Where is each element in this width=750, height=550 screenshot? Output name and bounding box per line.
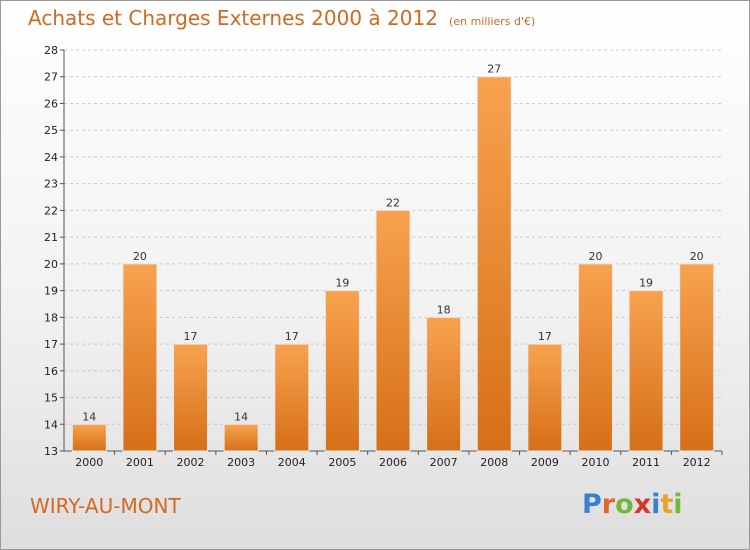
bar bbox=[324, 290, 360, 452]
x-tick-label: 2012 bbox=[683, 456, 711, 469]
data-label: 17 bbox=[184, 330, 198, 343]
data-label: 22 bbox=[386, 196, 400, 209]
bar bbox=[375, 209, 411, 452]
bar bbox=[577, 263, 613, 452]
y-tick-label: 13 bbox=[44, 445, 58, 458]
bar bbox=[426, 316, 462, 452]
logo-letter: o bbox=[615, 489, 634, 520]
data-label: 14 bbox=[82, 410, 96, 423]
x-tick-label: 2006 bbox=[379, 456, 407, 469]
chart-title: Achats et Charges Externes 2000 à 2012 (… bbox=[28, 6, 535, 30]
y-tick-label: 15 bbox=[44, 392, 58, 405]
logo-letter: i bbox=[673, 489, 683, 520]
title-text: Achats et Charges Externes 2000 à 2012 bbox=[28, 6, 438, 30]
data-label: 17 bbox=[538, 330, 552, 343]
y-tick-label: 18 bbox=[44, 311, 58, 324]
x-tick-label: 2001 bbox=[126, 456, 154, 469]
data-label: 20 bbox=[690, 250, 704, 263]
x-tick-label: 2000 bbox=[75, 456, 103, 469]
bar bbox=[476, 76, 512, 452]
y-tick-label: 27 bbox=[44, 71, 58, 84]
y-tick-label: 28 bbox=[44, 44, 58, 57]
x-tick-label: 2004 bbox=[278, 456, 306, 469]
location-name: WIRY-AU-MONT bbox=[30, 494, 181, 518]
proxiti-logo[interactable]: Proxiti bbox=[582, 489, 683, 520]
y-tick-label: 23 bbox=[44, 178, 58, 191]
x-tick-label: 2010 bbox=[581, 456, 609, 469]
x-tick-label: 2007 bbox=[430, 456, 458, 469]
bar bbox=[527, 343, 563, 452]
y-tick-label: 24 bbox=[44, 151, 58, 164]
unit-text: (en milliers d'€) bbox=[449, 15, 536, 28]
y-tick-label: 22 bbox=[44, 204, 58, 217]
label-layer: 14 20 17 14 17 19 22 18 27 17 20 19 20 bbox=[82, 63, 703, 424]
logo-letter: P bbox=[582, 489, 602, 520]
y-tick-label: 16 bbox=[44, 365, 58, 378]
data-label: 18 bbox=[437, 303, 451, 316]
y-tick-label: 20 bbox=[44, 258, 58, 271]
data-label: 20 bbox=[133, 250, 147, 263]
y-tick-label: 26 bbox=[44, 97, 58, 110]
x-tick-label: 2003 bbox=[227, 456, 255, 469]
bar bbox=[223, 423, 259, 452]
bar bbox=[122, 263, 158, 452]
logo-letter: r bbox=[601, 489, 616, 520]
data-label: 19 bbox=[639, 277, 653, 290]
bar bbox=[628, 290, 664, 452]
bar-layer bbox=[71, 76, 715, 452]
data-label: 17 bbox=[285, 330, 299, 343]
x-tick-label: 2008 bbox=[480, 456, 508, 469]
bar bbox=[173, 343, 209, 452]
y-tick-label: 21 bbox=[44, 231, 58, 244]
y-tick-label: 25 bbox=[44, 124, 58, 137]
logo-letter: t bbox=[660, 489, 674, 520]
x-tick-label: 2011 bbox=[632, 456, 660, 469]
bar bbox=[274, 343, 310, 452]
data-label: 14 bbox=[234, 410, 248, 423]
bar bbox=[679, 263, 715, 452]
y-tick-label: 19 bbox=[44, 285, 58, 298]
data-label: 19 bbox=[335, 277, 349, 290]
y-tick-label: 14 bbox=[44, 418, 58, 431]
y-tick-label: 17 bbox=[44, 338, 58, 351]
x-tick-label: 2002 bbox=[177, 456, 205, 469]
x-tick-label: 2005 bbox=[328, 456, 356, 469]
data-label: 20 bbox=[588, 250, 602, 263]
x-tick-label: 2009 bbox=[531, 456, 559, 469]
bar bbox=[71, 423, 107, 452]
logo-letter: i bbox=[651, 489, 661, 520]
logo-letter: x bbox=[633, 489, 652, 520]
data-label: 27 bbox=[487, 63, 501, 76]
